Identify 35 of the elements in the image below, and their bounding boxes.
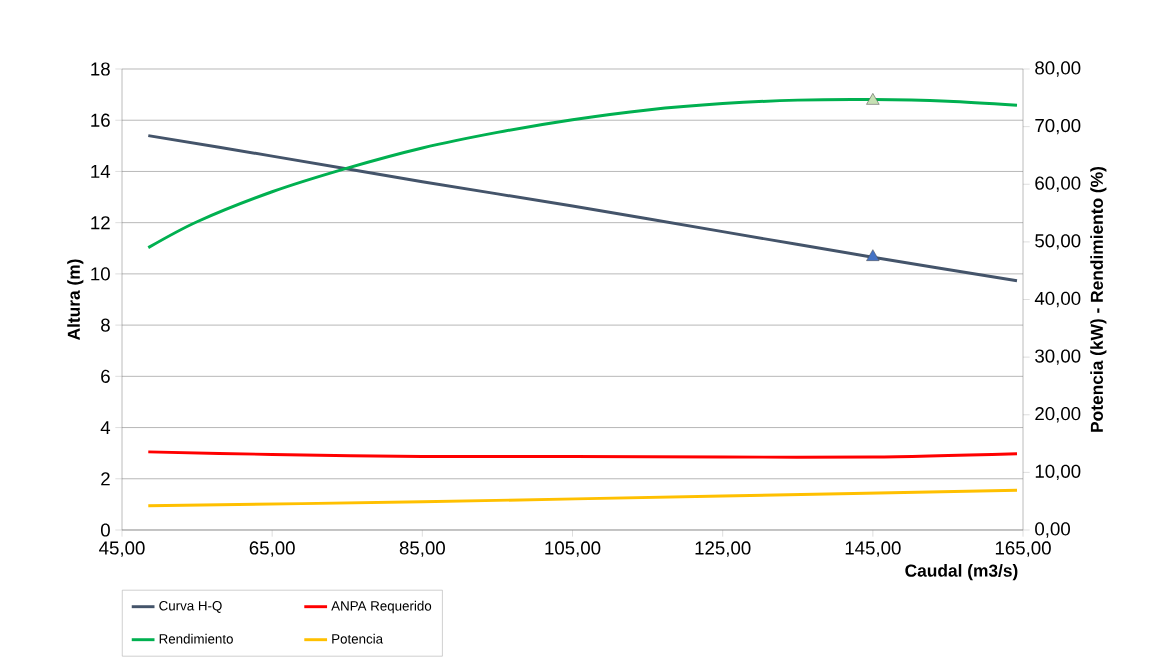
- legend-label: ANPA Requerido: [331, 600, 432, 614]
- y2-tick-label: 80,00: [1035, 61, 1081, 77]
- y-tick-label: 12: [91, 216, 110, 230]
- y2-tick-label: 60,00: [1035, 176, 1081, 192]
- line-series: [146, 134, 1019, 283]
- y2-axis-title: Potencia (kW) - Rendimiento (%): [1090, 167, 1107, 432]
- y2-tick-label: 30,00: [1035, 349, 1081, 365]
- x-tick-label: 165,00: [995, 541, 1051, 557]
- y2-tick-label: 10,00: [1035, 464, 1081, 481]
- y2-tick-label: 40,00: [1034, 291, 1081, 308]
- legend-label: Curva H-Q: [159, 601, 222, 613]
- x-axis-title: Caudal (m3/s): [905, 564, 1018, 581]
- line-series: [146, 488, 1019, 508]
- y2-tick-label: 70,00: [1035, 118, 1081, 135]
- y2-tick-label: 0,00: [1035, 522, 1070, 538]
- x-tick-label: 85,00: [399, 541, 445, 557]
- x-tick-label: 45,00: [99, 541, 145, 557]
- y-tick-label: 8: [101, 318, 110, 332]
- y-tick-label: 18: [91, 62, 110, 76]
- x-tick-label: 65,00: [249, 541, 295, 557]
- x-tick-label: 145,00: [845, 541, 901, 557]
- y-axis-title: Altura (m): [67, 259, 84, 340]
- y-tick-label: 0: [100, 523, 110, 537]
- y-tick-label: 16: [91, 113, 110, 127]
- y-tick-label: 4: [100, 421, 111, 434]
- legend-label: Rendimiento: [159, 633, 233, 644]
- y-tick-label: 2: [101, 472, 110, 486]
- x-tick-label: 105,00: [545, 541, 601, 557]
- y2-tick-label: 50,00: [1035, 234, 1081, 250]
- y-tick-label: 10: [91, 267, 110, 281]
- legend-label: Potencia: [332, 633, 384, 644]
- x-tick-label: 125,00: [695, 541, 751, 557]
- y-tick-label: 14: [91, 165, 111, 178]
- y-tick-label: 6: [101, 369, 110, 383]
- y2-tick-label: 20,00: [1035, 407, 1081, 423]
